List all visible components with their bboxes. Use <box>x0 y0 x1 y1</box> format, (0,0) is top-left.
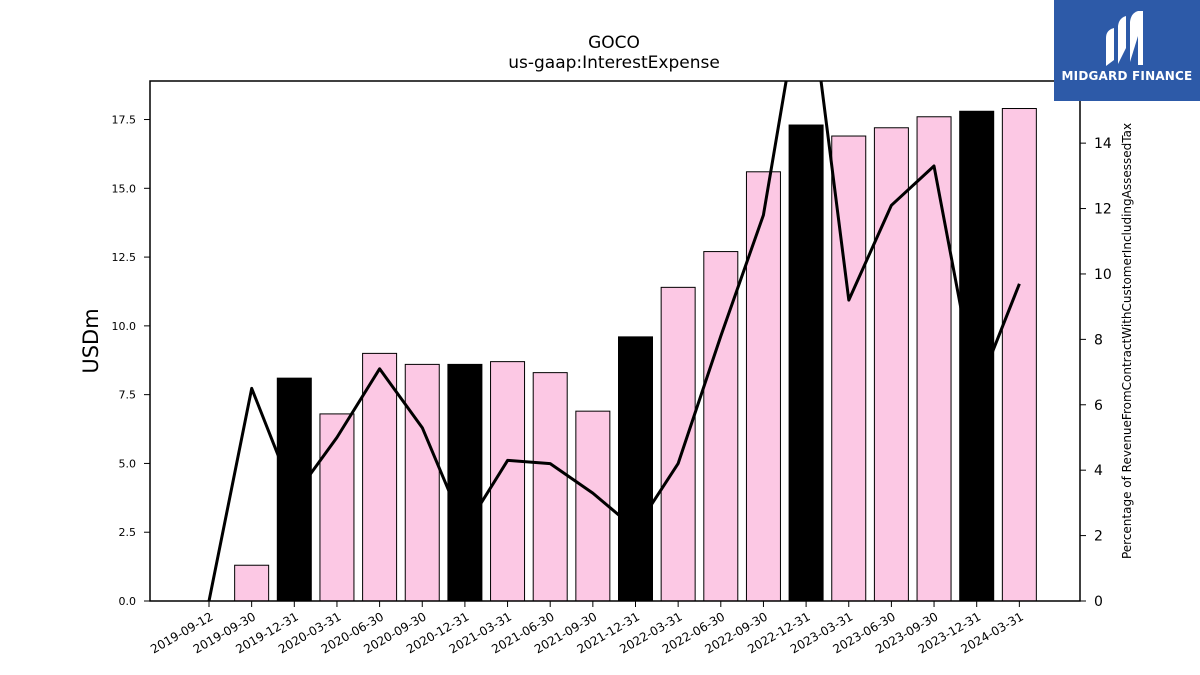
y-tick-label: 0.0 <box>119 595 137 608</box>
y-axis-right-label: Percentage of RevenueFromContractWithCus… <box>1120 123 1134 559</box>
bar-2021-09-30 <box>575 410 611 602</box>
y-tick-label: 10.0 <box>112 320 137 333</box>
y-right-tick-label: 4 <box>1094 463 1103 479</box>
bar-2022-03-31 <box>660 286 696 602</box>
y-right-tick-label: 0 <box>1094 594 1103 610</box>
plot-frame <box>149 80 1081 602</box>
y-right-tick-label: 10 <box>1094 267 1112 283</box>
bar-series <box>234 108 1037 602</box>
bar-2021-12-31 <box>618 336 653 602</box>
y-right-tick-label: 8 <box>1094 332 1103 348</box>
y-right-tick-label: 12 <box>1094 202 1112 218</box>
bar-2023-06-30 <box>873 127 909 602</box>
bar-2020-12-31 <box>447 363 483 602</box>
bar-2021-06-30 <box>532 372 568 602</box>
bar-2020-03-31 <box>319 413 355 602</box>
bar-2023-09-30 <box>916 116 952 602</box>
line-series <box>207 81 1021 601</box>
y-right-tick-label: 2 <box>1094 529 1103 545</box>
logo-text: MIDGARD FINANCE <box>1061 69 1193 83</box>
bar-2022-06-30 <box>703 251 739 602</box>
chart-title: GOCO <box>588 33 640 53</box>
chart-subtitle: us-gaap:InterestExpense <box>508 53 720 73</box>
y-tick-label: 15.0 <box>112 182 137 195</box>
y-tick-label: 12.5 <box>112 251 137 264</box>
bar-2022-12-31 <box>788 124 824 602</box>
y-tick-label: 17.5 <box>112 114 137 127</box>
y-right-tick-label: 6 <box>1094 398 1103 414</box>
y-tick-label: 2.5 <box>119 526 137 539</box>
ratio-line <box>207 81 1021 601</box>
bar-2019-09-30 <box>234 564 270 602</box>
bar-2020-06-30 <box>362 352 398 602</box>
bar-2024-03-31 <box>1001 108 1037 602</box>
logo-mark-icon <box>1106 11 1143 66</box>
bar-2022-09-30 <box>745 171 781 602</box>
bar-2019-12-31 <box>276 377 312 602</box>
y-tick-label: 5.0 <box>119 457 137 470</box>
y-tick-label: 7.5 <box>119 389 137 402</box>
bar-2023-12-31 <box>959 110 995 602</box>
bar-2020-09-30 <box>404 363 440 602</box>
y-right-tick-label: 14 <box>1094 136 1112 152</box>
brand-logo: MIDGARD FINANCE <box>1054 0 1200 101</box>
y-axis-label: USDm <box>79 308 103 373</box>
